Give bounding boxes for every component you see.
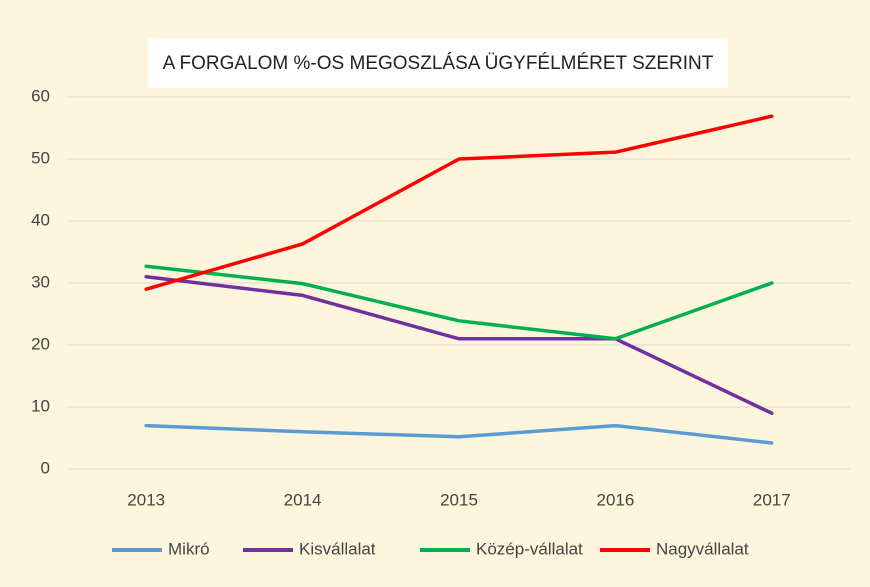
x-tick-label: 2017: [753, 490, 791, 509]
x-tick-label: 2015: [440, 490, 478, 509]
y-tick-label: 30: [31, 272, 50, 291]
chart-title: A FORGALOM %-OS MEGOSZLÁSA ÜGYFÉLMÉRET S…: [163, 53, 714, 74]
y-tick-label: 60: [31, 86, 50, 105]
legend-label: Nagyvállalat: [656, 539, 749, 558]
y-tick-label: 20: [31, 334, 50, 353]
legend-label: Mikró: [168, 539, 210, 558]
y-tick-label: 10: [31, 396, 50, 415]
legend-label: Kisvállalat: [299, 539, 376, 558]
legend-label: Közép-vállalat: [476, 539, 583, 558]
series-line: [144, 114, 774, 291]
x-tick-label: 2013: [127, 490, 165, 509]
series-line: [144, 264, 774, 341]
series-line: [144, 275, 774, 415]
series-line: [144, 423, 774, 445]
y-tick-label: 50: [31, 148, 50, 167]
y-tick-label: 0: [41, 458, 50, 477]
x-tick-label: 2014: [284, 490, 322, 509]
title-box: [148, 38, 728, 88]
y-tick-label: 40: [31, 210, 50, 229]
x-tick-label: 2016: [596, 490, 634, 509]
